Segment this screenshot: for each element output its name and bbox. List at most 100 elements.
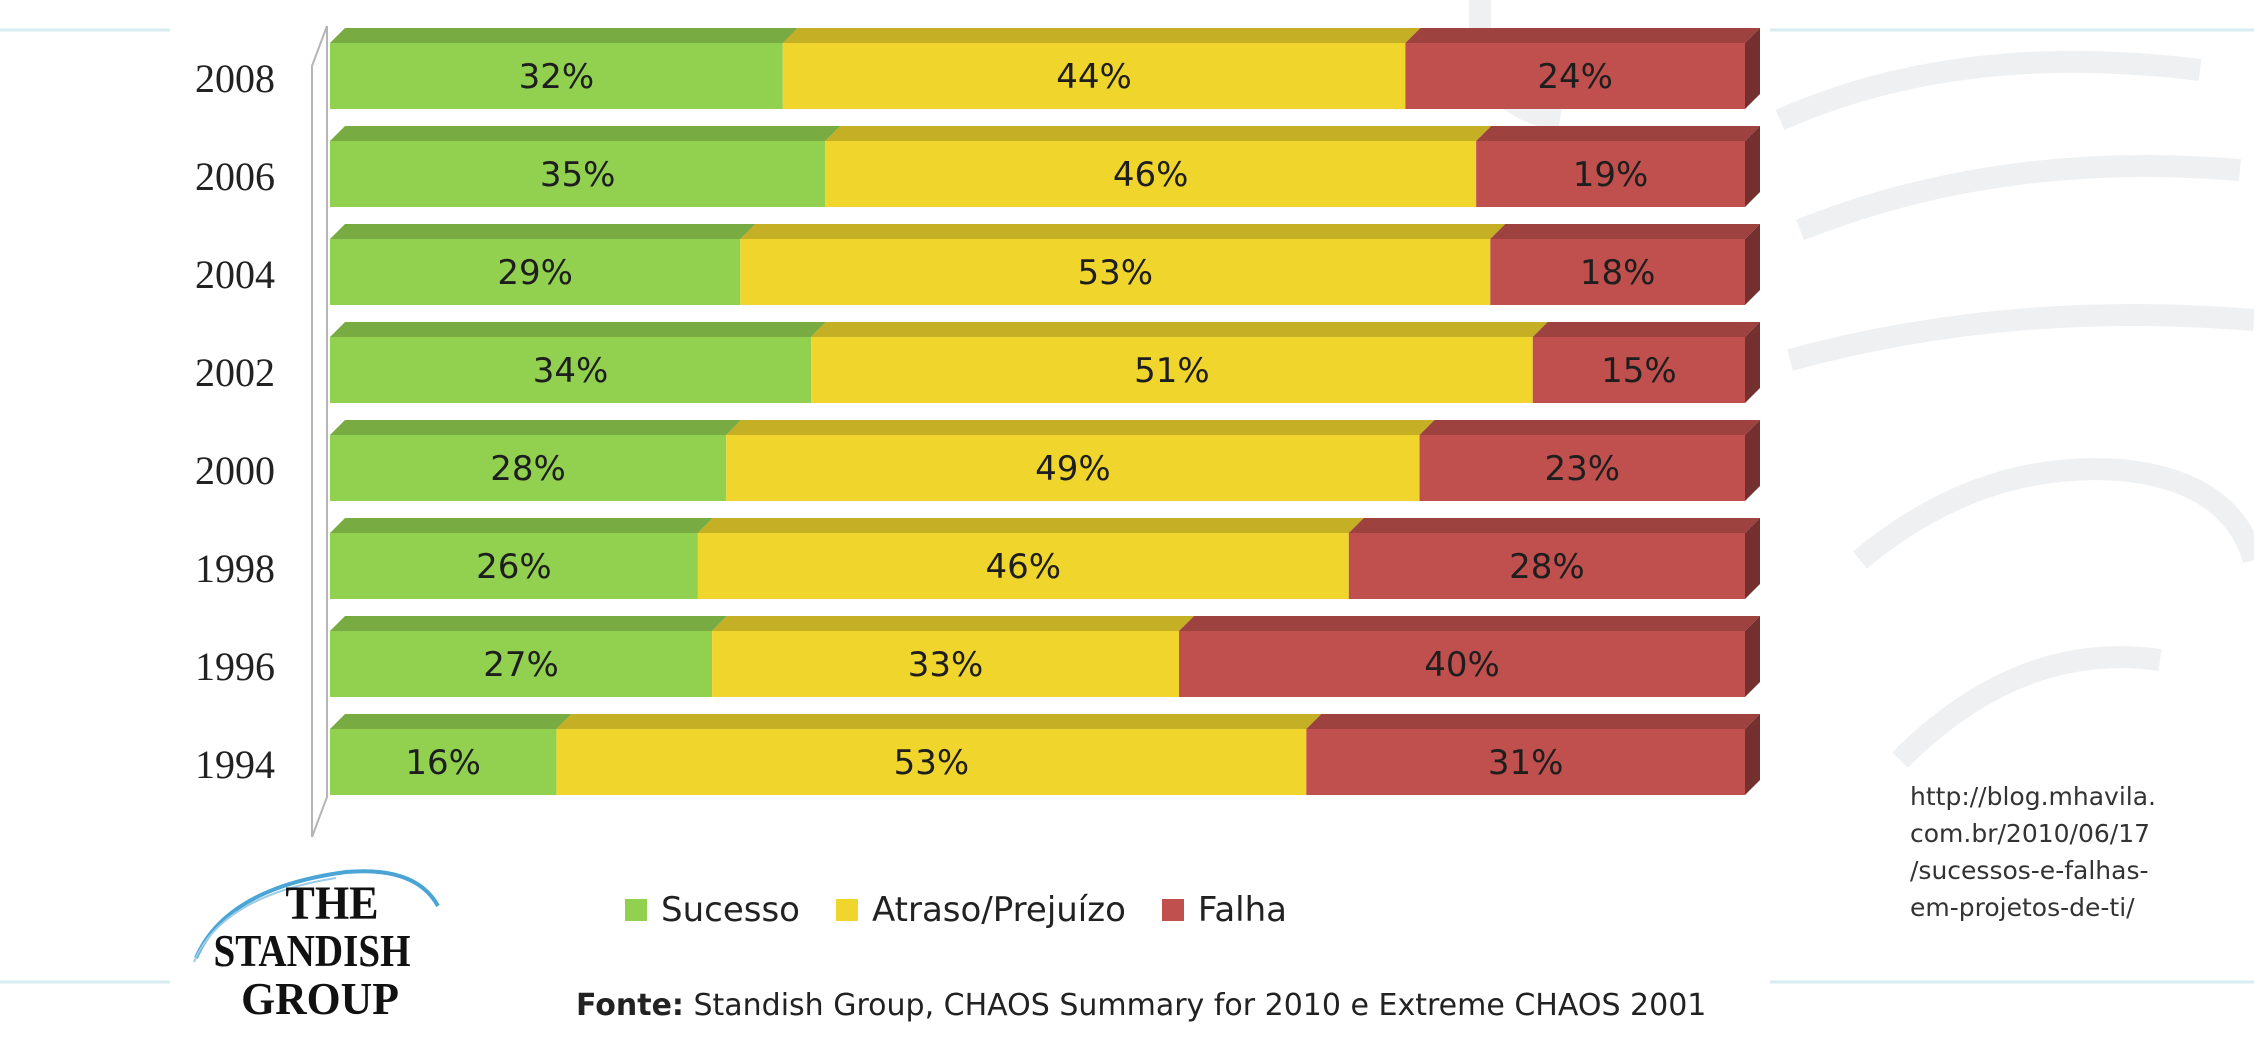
bar-segment — [811, 337, 1533, 403]
data-label: 40% — [1424, 645, 1500, 685]
url-note: http://blog.mhavila. com.br/2010/06/17 /… — [1910, 778, 2240, 926]
logo-word-group: GROUP — [241, 973, 399, 1024]
bar-segment — [697, 533, 1349, 599]
url-line: http://blog.mhavila. — [1910, 782, 2156, 811]
bar-segment — [825, 141, 1477, 207]
source-prefix: Fonte: — [576, 988, 684, 1023]
bar-segment — [330, 729, 557, 795]
bar-row: 2006 35% 46% 19% — [195, 126, 1760, 207]
bar-top-face — [1179, 616, 1760, 631]
bar-top-face — [330, 322, 827, 337]
data-label: 16% — [405, 743, 481, 783]
data-label: 49% — [1035, 449, 1111, 489]
bar-segment — [726, 435, 1420, 501]
data-label: 34% — [533, 351, 609, 391]
data-label: 46% — [1113, 155, 1189, 195]
bar-segment — [556, 729, 1307, 795]
bar-side-face — [1745, 518, 1760, 599]
bar-segment — [330, 43, 783, 109]
bar-row: 2000 28% 49% 23% — [195, 420, 1760, 501]
legend-swatch — [1161, 899, 1184, 921]
bar-side-face — [1745, 224, 1760, 305]
category-label: 2008 — [195, 56, 275, 101]
data-label: 31% — [1488, 743, 1564, 783]
bar-row: 1998 26% 46% 28% — [195, 518, 1760, 599]
data-label: 28% — [1509, 547, 1585, 587]
bar-side-face — [1745, 420, 1760, 501]
bar-segment — [740, 239, 1491, 305]
legend-label: Atraso/Prejuízo — [871, 890, 1126, 930]
bar-top-face — [825, 126, 1492, 141]
bar-top-face — [1306, 714, 1760, 729]
bar-top-face — [1490, 224, 1760, 239]
data-label: 15% — [1601, 351, 1677, 391]
bar-side-face — [1745, 714, 1760, 795]
bar-top-face — [1476, 126, 1760, 141]
bar-segment — [1306, 729, 1745, 795]
bar-side-face — [1745, 616, 1760, 697]
legend-item: Sucesso — [625, 890, 800, 930]
bar-top-face — [330, 518, 713, 533]
data-label: 28% — [490, 449, 566, 489]
bar-top-face — [726, 420, 1435, 435]
bar-top-face — [1348, 518, 1760, 533]
bar-segment — [1476, 141, 1745, 207]
data-label: 35% — [540, 155, 616, 195]
bar-top-face — [330, 714, 572, 729]
source-citation: Fonte: Standish Group, CHAOS Summary for… — [576, 988, 1706, 1023]
bar-segment — [330, 337, 812, 403]
bar-top-face — [330, 224, 756, 239]
category-label: 2006 — [195, 154, 275, 199]
source-text: Standish Group, CHAOS Summary for 2010 e… — [683, 988, 1707, 1023]
bar-top-face — [782, 28, 1421, 43]
logo-word-standish: STANDISH — [213, 925, 411, 976]
bar-top-face — [1419, 420, 1760, 435]
legend-item: Atraso/Prejuízo — [835, 890, 1126, 930]
bar-row: 1996 27% 33% 40% — [195, 616, 1760, 697]
bar-top-face — [1532, 322, 1760, 337]
data-label: 53% — [894, 743, 970, 783]
url-line: com.br/2010/06/17 — [1910, 819, 2151, 848]
category-label: 2004 — [195, 252, 275, 297]
data-label: 23% — [1544, 449, 1620, 489]
chart-back-wall — [311, 25, 328, 838]
bar-segment — [330, 435, 727, 501]
category-label: 2002 — [195, 350, 275, 395]
logo-swoosh-icon — [193, 869, 440, 963]
bar-segment — [330, 631, 713, 697]
bar-top-face — [712, 616, 1194, 631]
bar-top-face — [330, 420, 742, 435]
data-label: 32% — [519, 57, 595, 97]
bar-side-face — [1745, 126, 1760, 207]
category-label: 1996 — [195, 644, 275, 689]
legend-swatch — [835, 899, 858, 921]
data-label: 18% — [1580, 253, 1656, 293]
bar-top-face — [330, 126, 841, 141]
category-label: 2000 — [195, 448, 275, 493]
bar-segment — [1405, 43, 1745, 109]
category-label: 1998 — [195, 546, 275, 591]
data-label: 53% — [1078, 253, 1154, 293]
data-label: 27% — [483, 645, 559, 685]
category-label: 1994 — [195, 742, 275, 787]
legend-swatch — [625, 899, 647, 921]
url-line: em-projetos-de-ti/ — [1910, 893, 2135, 922]
bar-segment — [330, 239, 741, 305]
data-label: 51% — [1134, 351, 1210, 391]
bar-row: 2002 34% 51% 15% — [195, 322, 1760, 403]
bar-top-face — [1405, 28, 1760, 43]
legend-label: Falha — [1197, 890, 1288, 930]
bar-top-face — [556, 714, 1322, 729]
data-label: 44% — [1056, 57, 1132, 97]
data-label: 46% — [986, 547, 1062, 587]
url-line: /sucessos-e-falhas- — [1910, 856, 2149, 885]
bar-segment — [1490, 239, 1745, 305]
bar-segment — [712, 631, 1179, 697]
data-label: 29% — [497, 253, 573, 293]
bar-top-face — [330, 28, 798, 43]
data-label: 26% — [476, 547, 552, 587]
bar-segment — [330, 141, 826, 207]
bar-segment — [1532, 337, 1745, 403]
